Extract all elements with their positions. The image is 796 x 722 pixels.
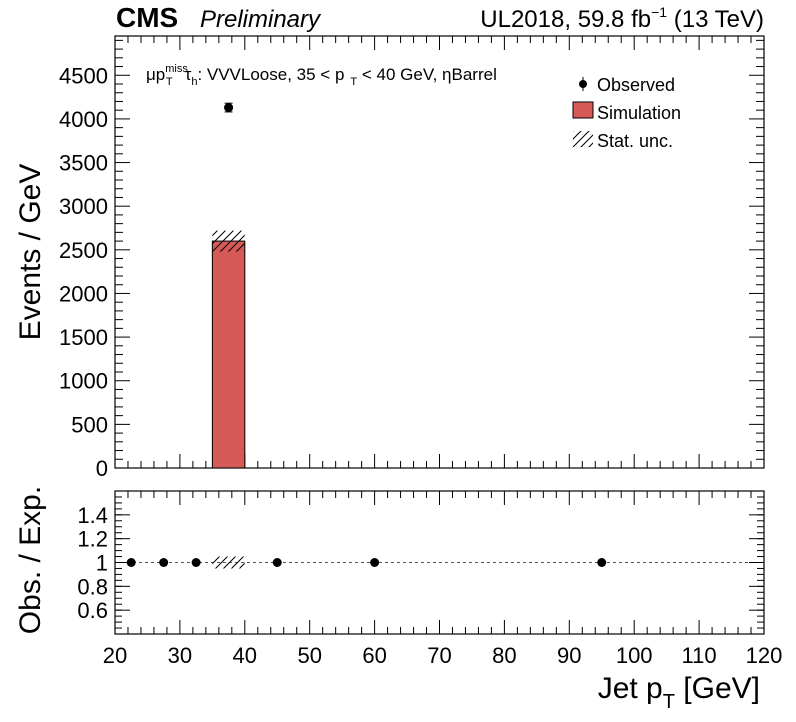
main-y-tick-label: 4000 xyxy=(59,107,108,132)
main-y-tick-label: 1500 xyxy=(59,325,108,350)
main-y-tick-label: 0 xyxy=(96,456,108,481)
legend-observed-marker xyxy=(579,80,587,88)
ratio-x-tick-label: 20 xyxy=(103,643,127,668)
legend-simulation-swatch xyxy=(572,101,594,119)
observed-points xyxy=(224,102,234,113)
ratio-x-tick-label: 60 xyxy=(362,643,386,668)
legend-stat-unc-label: Stat. unc. xyxy=(597,131,673,151)
main-y-axis-label: Events / GeV xyxy=(14,164,47,341)
ratio-x-tick-label: 80 xyxy=(492,643,516,668)
simulation-bars xyxy=(211,230,246,469)
cms-label: CMS xyxy=(116,2,178,33)
main-y-tick-label: 2000 xyxy=(59,281,108,306)
ratio-point xyxy=(272,558,282,567)
legend-simulation-label: Simulation xyxy=(597,103,681,123)
ratio-x-tick-label: 100 xyxy=(616,643,653,668)
ratio-point xyxy=(370,558,380,567)
ratio-x-tick-label: 90 xyxy=(557,643,581,668)
ratio-x-tick-label: 120 xyxy=(746,643,783,668)
ratio-x-tick-label: 40 xyxy=(233,643,257,668)
main-y-tick-label: 1000 xyxy=(59,369,108,394)
ratio-y-tick-label: 0.6 xyxy=(77,598,108,623)
legend-observed-label: Observed xyxy=(597,75,675,95)
main-y-tick-label: 2500 xyxy=(59,238,108,263)
ratio-y-ticks: 0.60.811.21.4 xyxy=(77,496,764,629)
main-y-tick-label: 4500 xyxy=(59,63,108,88)
simulation-bar xyxy=(211,240,246,469)
ratio-x-tick-label: 110 xyxy=(682,643,717,668)
ratio-y-tick-label: 1.4 xyxy=(77,503,108,528)
ratio-stat-unc-hatch xyxy=(212,556,245,569)
main-y-tick-label: 3000 xyxy=(59,194,108,219)
legend: Observed Simulation Stat. unc. xyxy=(572,75,681,151)
ratio-x-tick-label: 50 xyxy=(297,643,321,668)
x-axis-label: Jet pT [GeV] xyxy=(598,672,760,713)
simulation-stat-unc-hatch xyxy=(212,230,245,252)
preliminary-label: Preliminary xyxy=(200,6,322,33)
ratio-y-axis-label: Obs. / Exp. xyxy=(14,486,47,634)
main-y-ticks: 0 500 1000 1500 2000 2500 3000 3500 4000 4500 xyxy=(59,39,764,481)
main-y-tick-label: 500 xyxy=(71,412,108,437)
ratio-point xyxy=(597,558,607,567)
ratio-y-tick-label: 0.8 xyxy=(77,574,108,599)
lumi-label: UL2018, 59.8 fb−1 (13 TeV) xyxy=(480,4,764,33)
ratio-points xyxy=(126,558,607,567)
ratio-x-tick-label: 30 xyxy=(168,643,192,668)
ratio-y-tick-label: 1 xyxy=(96,551,108,576)
ratio-x-tick-label: 70 xyxy=(427,643,451,668)
legend-stat-unc-swatch xyxy=(573,131,593,147)
ratio-point xyxy=(126,558,136,567)
observed-point xyxy=(224,103,234,113)
ratio-x-ticks: 20 30 40 50 60 70 80 90 100 110 120 xyxy=(103,491,783,668)
ratio-point xyxy=(159,558,169,567)
ratio-stat-unc-band xyxy=(212,556,245,569)
ratio-point xyxy=(191,558,201,567)
ratio-y-tick-label: 1.2 xyxy=(77,527,108,552)
main-y-tick-label: 3500 xyxy=(59,151,108,176)
